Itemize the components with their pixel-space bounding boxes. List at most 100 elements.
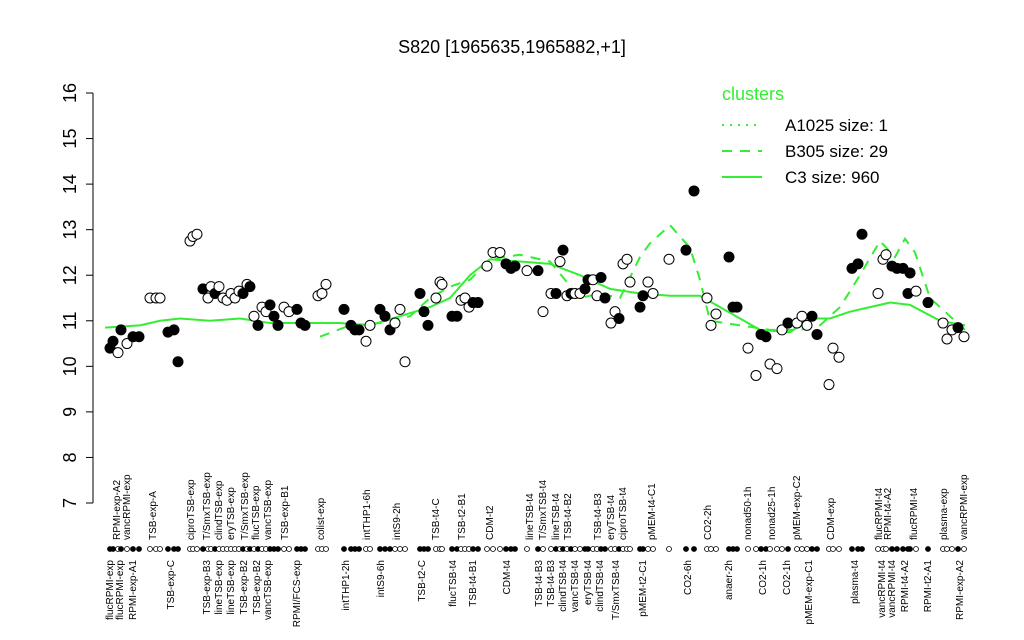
x-label: anaer-2h	[724, 560, 735, 600]
x-label: intS9-2h	[392, 503, 403, 540]
x-label: lineTSB-t4	[551, 493, 562, 540]
x-label: intTHP1-6h	[362, 489, 373, 540]
rug-dot	[341, 546, 347, 552]
rug-dot	[449, 546, 455, 552]
x-label: RPMI-exp-A2	[955, 560, 966, 620]
x-label: CDM-t2	[485, 505, 496, 540]
point	[248, 310, 260, 322]
point	[750, 369, 762, 381]
x-label: T/SmxTSB-t4	[538, 480, 549, 540]
rug-dot	[302, 546, 308, 552]
point	[613, 313, 625, 324]
point	[806, 310, 818, 322]
x-label: vancRPMI-exp	[959, 474, 970, 540]
point	[394, 303, 406, 315]
point	[451, 310, 463, 322]
x-label: TSB-t4-B2	[563, 493, 574, 540]
point	[299, 319, 311, 331]
y-tick-label: 14	[60, 174, 80, 194]
point	[723, 251, 735, 263]
y-tick-label: 12	[60, 265, 80, 285]
rug-dot	[497, 546, 503, 552]
point	[710, 308, 722, 320]
x-label: nonad50-1h	[743, 487, 754, 540]
rug-dot	[753, 546, 759, 552]
rug-dot	[157, 546, 163, 552]
rug-dot	[286, 546, 292, 552]
point	[833, 351, 845, 363]
legend-title: clusters	[722, 84, 784, 104]
x-label: flucTSB-exp	[251, 485, 262, 540]
rug-dot	[794, 546, 800, 552]
x-label: vancRPMI-exp	[122, 474, 133, 540]
x-label: flucTSB-t4	[448, 560, 459, 607]
x-label: vancTSB-t4	[570, 560, 581, 613]
rug-dot	[512, 546, 518, 552]
rug-dot	[382, 546, 388, 552]
x-label: RPMI-t4-A2	[900, 560, 911, 613]
rug-dot	[165, 546, 171, 552]
rug-dot	[323, 546, 329, 552]
x-label: pMEM-t4-C1	[647, 483, 658, 540]
x-label: lineTSB-exp	[226, 560, 237, 615]
point	[320, 278, 332, 290]
rug-dot	[900, 546, 906, 552]
rug-dot	[356, 546, 362, 552]
rug-dot	[402, 546, 408, 552]
rug-dot	[124, 546, 130, 552]
point	[481, 260, 493, 272]
x-label: T/SmxTSB-t4	[611, 560, 622, 620]
rug-dot	[548, 546, 554, 552]
point	[521, 265, 533, 277]
point	[904, 267, 916, 279]
point	[418, 306, 430, 318]
point	[680, 244, 692, 256]
point	[316, 287, 328, 299]
point	[168, 324, 180, 336]
x-label: flucRPMI-exp	[105, 560, 116, 620]
rug-dot	[734, 546, 740, 552]
rug-dot	[758, 546, 764, 552]
rug-dot	[475, 546, 481, 552]
x-label: TSB-t4-B3	[534, 560, 545, 607]
point	[742, 342, 754, 354]
point	[663, 253, 675, 265]
rug-dot	[392, 546, 398, 552]
rug-dot	[397, 546, 403, 552]
rug-dot	[585, 546, 591, 552]
point	[952, 322, 964, 334]
x-label: lineTSB-exp	[214, 560, 225, 615]
rug-dot	[849, 546, 855, 552]
point	[688, 185, 700, 197]
point	[941, 333, 953, 345]
rug-dot	[949, 546, 955, 552]
point	[776, 324, 788, 336]
rug-dot	[785, 546, 791, 552]
point	[760, 331, 772, 343]
x-label: plasma-exp	[939, 488, 950, 540]
point	[509, 260, 521, 272]
x-label: colist-exp	[316, 497, 327, 540]
point	[937, 317, 949, 329]
rug-dot	[875, 546, 881, 552]
x-label: vancTSB-exp	[263, 480, 274, 540]
point	[624, 276, 636, 288]
rug-dot	[136, 546, 142, 552]
point	[389, 317, 401, 329]
x-label: clindTSB-t4	[595, 560, 606, 612]
point	[291, 303, 303, 315]
rug-dot	[889, 546, 895, 552]
y-tick-label: 10	[60, 356, 80, 376]
x-label: TSB-t4-B3	[593, 493, 604, 540]
x-label: TSB-t4-B1	[468, 560, 479, 607]
y-tick-label: 7	[60, 498, 80, 508]
rug-dot	[894, 546, 900, 552]
point	[422, 319, 434, 331]
y-tick-label: 9	[60, 407, 80, 417]
rug-dot	[627, 546, 633, 552]
x-label: CDM-exp	[826, 497, 837, 540]
rug-dot	[666, 546, 672, 552]
point	[554, 256, 566, 268]
